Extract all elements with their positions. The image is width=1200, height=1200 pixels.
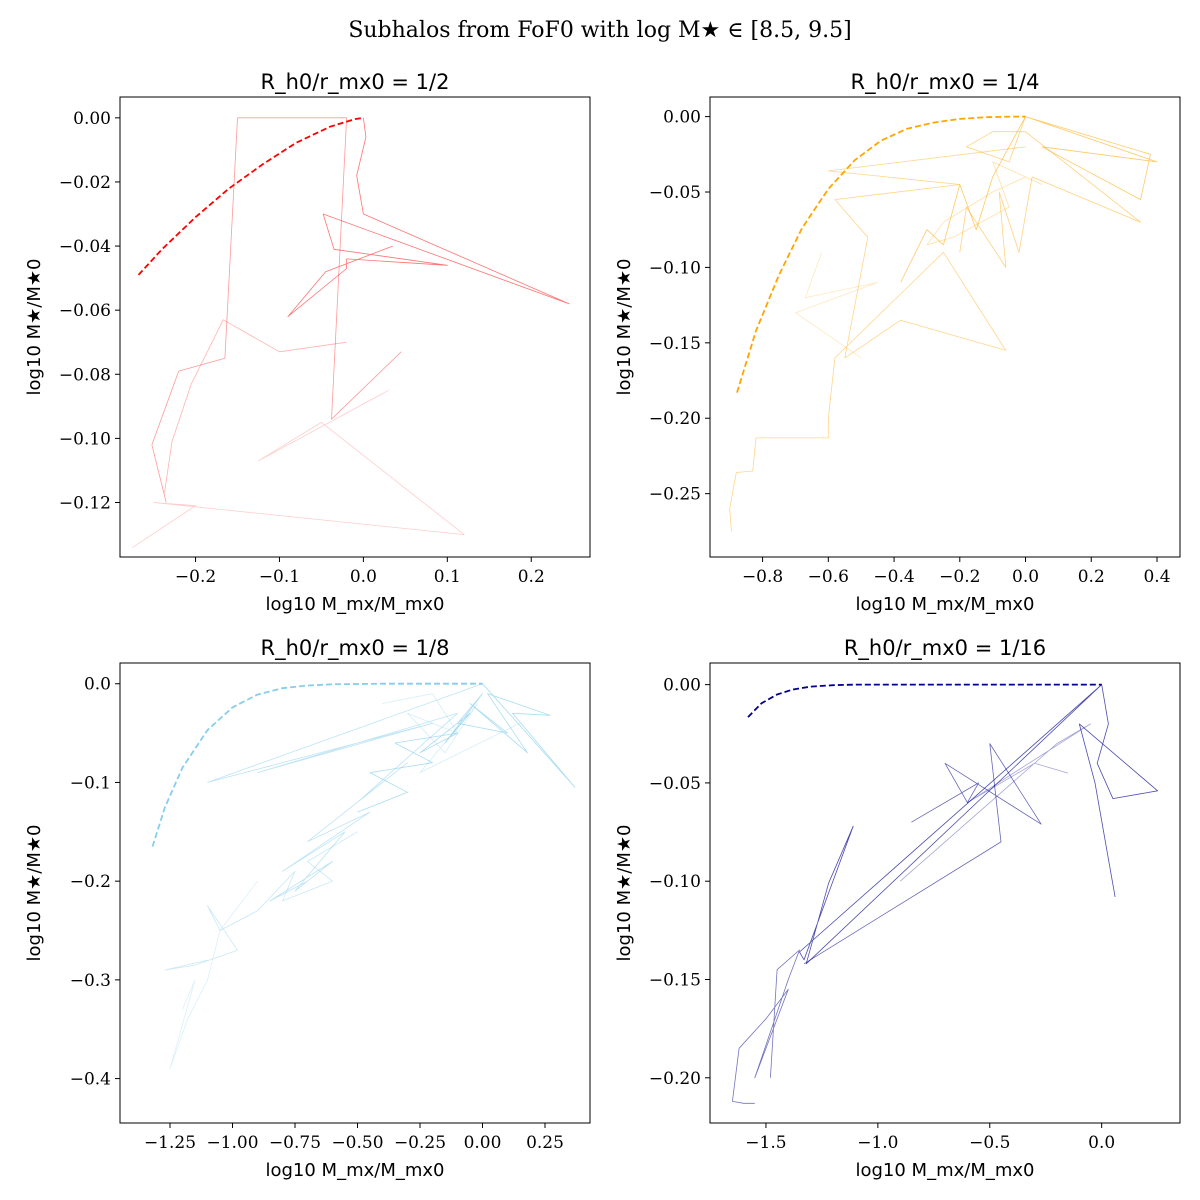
x-tick-label: 0.2 xyxy=(1078,567,1105,587)
y-tick-label: −0.05 xyxy=(649,774,701,794)
subplot-1: −0.2 −0.1 0.0 0.1 0.2 0.00 −0.02 −0.04 −0.06 −0.0… xyxy=(24,70,591,615)
subhalo-track-2 xyxy=(803,743,1042,965)
y-tick-label: −0.15 xyxy=(649,334,701,354)
y-tick-label: −0.4 xyxy=(70,1070,111,1090)
figure-title: Subhalos from FoF0 with log M★ ∈ [8.5, 9… xyxy=(0,18,1200,43)
x-tick-label: 0.4 xyxy=(1143,567,1170,587)
axes-frame xyxy=(119,662,591,1124)
data-layer xyxy=(151,682,576,1070)
y-axis-label: log10 M★/M★0 xyxy=(614,825,635,962)
y-tick-label: −0.05 xyxy=(649,183,701,203)
x-tick-label: 0.00 xyxy=(464,1133,502,1153)
subhalo-track-3 xyxy=(164,831,358,971)
subplot-title: R_h0/r_mx0 = 1/2 xyxy=(261,70,450,95)
subhalo-track-1 xyxy=(900,116,1158,283)
y-tick-label: −0.2 xyxy=(70,872,111,892)
x-tick-label: −0.2 xyxy=(939,567,980,587)
x-tick-label: 0.0 xyxy=(350,567,377,587)
x-tick-label: −0.1 xyxy=(259,567,300,587)
model-curve-dashed xyxy=(736,115,1026,393)
subplot-2: −0.8 −0.6 −0.4 −0.2 0.0 0.2 0.4 0.00 −0.05 −0.10 −… xyxy=(614,70,1181,615)
figure-title-text: Subhalos from FoF0 with log M★ ∈ [8.5, 9… xyxy=(348,18,852,43)
subhalo-track-2 xyxy=(959,116,1141,268)
axes-frame xyxy=(119,96,591,558)
axes-frame xyxy=(709,96,1181,558)
x-tick-label: −0.8 xyxy=(742,567,783,587)
axes-frame xyxy=(709,662,1181,1124)
x-tick-label: −1.00 xyxy=(206,1133,258,1153)
x-axis-label: log10 M_mx/M_mx0 xyxy=(265,594,444,615)
subplot-title: R_h0/r_mx0 = 1/4 xyxy=(851,70,1040,95)
subplot-title: R_h0/r_mx0 = 1/8 xyxy=(261,636,450,661)
model-curve-dashed xyxy=(151,682,483,847)
x-axis-label: log10 M_mx/M_mx0 xyxy=(265,1160,444,1181)
y-tick-label: 0.00 xyxy=(73,109,111,129)
model-curve-dashed xyxy=(747,683,1102,718)
x-tick-label: 0.0 xyxy=(1012,567,1039,587)
subplot-4: −1.5 −1.0 −0.5 0.0 0.00 −0.05 −0.10 −0.15 −0.20 R… xyxy=(614,636,1181,1181)
x-tick-label: 0.2 xyxy=(518,567,545,587)
y-tick-label: 0.00 xyxy=(663,108,701,128)
subplot-3: −1.25 −1.00 −0.75 −0.50 −0.25 0.00 0.25 0.0 −0.1… xyxy=(24,636,591,1181)
subhalo-track-4 xyxy=(926,161,1043,246)
x-tick-label: −0.4 xyxy=(873,567,914,587)
x-tick-label: 0.1 xyxy=(434,567,461,587)
subhalo-track-2 xyxy=(151,117,402,503)
x-tick-label: −1.0 xyxy=(857,1133,898,1153)
x-tick-label: −0.2 xyxy=(175,567,216,587)
y-axis-label: log10 M★/M★0 xyxy=(24,825,45,962)
y-tick-label: −0.15 xyxy=(649,970,701,990)
y-tick-label: −0.1 xyxy=(70,773,111,793)
x-tick-label: −0.75 xyxy=(269,1133,321,1153)
subhalo-track-5 xyxy=(795,252,878,359)
x-axis-label: log10 M_mx/M_mx0 xyxy=(855,1160,1034,1181)
subhalo-track-2 xyxy=(207,683,483,902)
data-layer xyxy=(732,683,1158,1104)
y-tick-label: −0.12 xyxy=(59,494,111,514)
data-layer xyxy=(132,116,570,548)
y-axis-label: log10 M★/M★0 xyxy=(614,259,635,396)
y-tick-label: −0.06 xyxy=(59,301,111,321)
model-curve-dashed xyxy=(137,116,364,276)
y-tick-label: −0.02 xyxy=(59,173,111,193)
subhalo-track-3 xyxy=(732,949,800,1104)
x-tick-label: −1.25 xyxy=(144,1133,196,1153)
x-tick-label: 0.0 xyxy=(1088,1133,1115,1153)
subhalo-track-1 xyxy=(287,117,570,318)
subhalo-track-4 xyxy=(169,880,258,1070)
y-tick-label: 0.0 xyxy=(84,675,111,695)
subhalo-track-1 xyxy=(799,684,1158,965)
x-tick-label: 0.25 xyxy=(526,1133,564,1153)
x-tick-label: −0.5 xyxy=(969,1133,1010,1153)
x-tick-label: −1.5 xyxy=(745,1133,786,1153)
subhalo-track-3 xyxy=(164,319,347,493)
x-tick-label: −0.50 xyxy=(331,1133,383,1153)
x-tick-label: −0.25 xyxy=(394,1133,446,1153)
y-tick-label: −0.20 xyxy=(649,409,701,429)
data-layer xyxy=(729,115,1158,532)
x-tick-label: −0.6 xyxy=(808,567,849,587)
subplot-title: R_h0/r_mx0 = 1/16 xyxy=(844,636,1046,661)
y-tick-label: −0.10 xyxy=(649,872,701,892)
y-tick-label: 0.00 xyxy=(663,676,701,696)
subhalo-track-4 xyxy=(899,723,1091,882)
y-tick-label: −0.3 xyxy=(70,971,111,991)
y-tick-label: −0.04 xyxy=(59,237,111,257)
y-tick-label: −0.08 xyxy=(59,365,111,385)
y-axis-label: log10 M★/M★0 xyxy=(24,259,45,396)
subhalo-track-1 xyxy=(357,683,576,813)
subhalo-track-5 xyxy=(382,693,521,773)
y-tick-label: −0.10 xyxy=(59,429,111,449)
y-tick-label: −0.25 xyxy=(649,485,701,505)
y-tick-label: −0.20 xyxy=(649,1069,701,1089)
subhalo-track-4 xyxy=(132,389,465,548)
subhalo-track-3 xyxy=(729,146,1026,532)
y-tick-label: −0.10 xyxy=(649,258,701,278)
x-axis-label: log10 M_mx/M_mx0 xyxy=(855,594,1034,615)
